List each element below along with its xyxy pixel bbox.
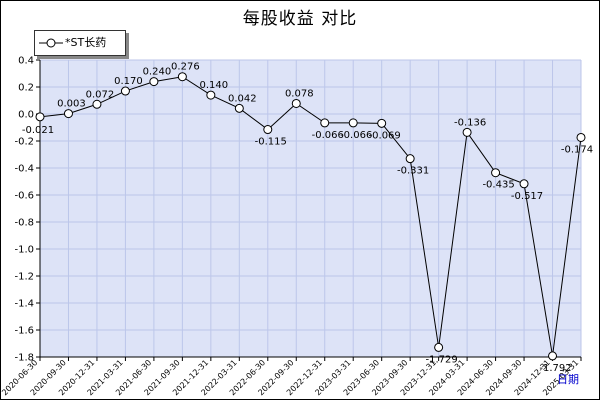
legend-label: *ST长药 [65, 36, 107, 49]
y-tick-label: -0.6 [14, 191, 34, 202]
data-label: 0.140 [200, 80, 229, 91]
chart-title: 每股收益 对比 [242, 9, 358, 29]
data-point [348, 118, 358, 128]
y-tick-label: -0.8 [14, 218, 34, 229]
legend: *ST长药 [34, 30, 126, 56]
data-point [405, 154, 415, 164]
series-line [39, 76, 582, 357]
data-label: -0.174 [561, 144, 593, 155]
data-label: -0.021 [22, 125, 54, 136]
data-point [206, 90, 216, 100]
data-label: -0.517 [511, 191, 543, 202]
data-point [462, 127, 472, 137]
data-label: -0.069 [369, 130, 401, 141]
data-label: 0.240 [143, 67, 172, 78]
plot-background [40, 60, 581, 357]
data-point [519, 179, 529, 189]
y-tick-label: 0.2 [18, 83, 34, 94]
data-point [63, 109, 73, 119]
plot-area [40, 60, 581, 357]
data-point [35, 112, 45, 122]
x-axis-label: 日期 [557, 373, 579, 386]
data-label: -1.729 [426, 354, 458, 365]
data-point [434, 342, 444, 352]
y-tick-label: -1.8 [14, 353, 34, 364]
data-point [576, 132, 586, 142]
y-tick-label: -1.4 [14, 299, 34, 310]
markers-layer [35, 72, 586, 361]
data-point [320, 118, 330, 128]
data-label: 0.072 [86, 89, 115, 100]
y-tick-label: -1.0 [14, 245, 34, 256]
series-line-layer [39, 76, 582, 357]
data-point [491, 168, 501, 178]
data-label: 0.276 [171, 62, 200, 73]
y-tick-label: -1.2 [14, 272, 34, 283]
data-point [548, 351, 558, 361]
data-label: -1.792 [539, 363, 571, 374]
data-label: -0.066 [312, 130, 344, 141]
y-tick-label: 0.0 [18, 110, 34, 121]
legend-swatch-icon [39, 38, 63, 48]
data-label: -0.435 [482, 180, 514, 191]
data-point [177, 72, 187, 82]
data-label: 0.170 [114, 76, 143, 87]
data-label: 0.042 [228, 93, 257, 104]
data-label: -0.066 [340, 130, 372, 141]
data-label: -0.331 [397, 166, 429, 177]
data-point [92, 99, 102, 109]
data-label: -0.136 [454, 117, 486, 128]
y-tick-label: -1.6 [14, 326, 34, 337]
y-tick-label: -0.4 [14, 164, 34, 175]
data-point [291, 98, 301, 108]
data-point [377, 118, 387, 128]
data-label: -0.115 [255, 137, 287, 148]
data-point [120, 86, 130, 96]
y-tick-label: -0.2 [14, 137, 34, 148]
data-label: 0.078 [285, 88, 314, 99]
y-tick-label: 0.4 [18, 56, 34, 67]
data-point [263, 125, 273, 135]
data-point [149, 77, 159, 87]
data-label: 0.003 [57, 99, 86, 110]
data-point [234, 103, 244, 113]
